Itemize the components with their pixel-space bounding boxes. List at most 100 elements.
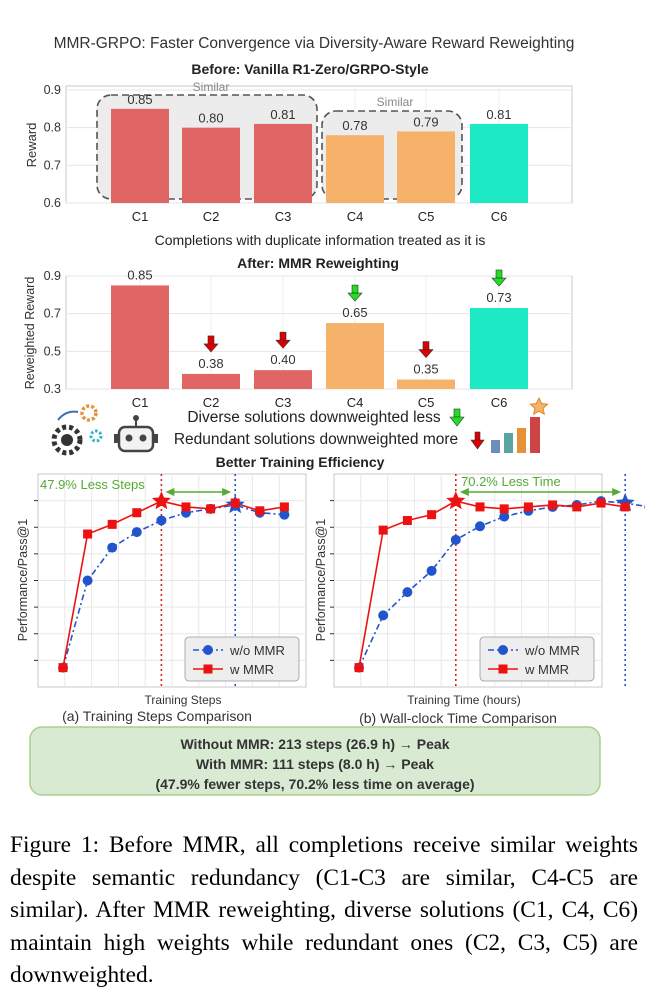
gears-icon [51, 404, 103, 456]
xtick-label: C6 [491, 209, 508, 224]
bar-value-c4: 0.65 [342, 305, 367, 320]
xtick-label: C2 [203, 395, 220, 410]
bar-value-c1: 0.85 [127, 92, 152, 107]
chart-steps-title: (a) Training Steps Comparison [62, 708, 252, 724]
red-down-arrow-icon [470, 431, 485, 450]
xtick-label: C1 [132, 209, 149, 224]
bar-c3 [254, 370, 312, 389]
ytick-label: 0.5 [44, 344, 61, 358]
point-w-mmr [596, 498, 606, 508]
point-w-mmr [378, 525, 388, 535]
down-arrow-icon [203, 343, 219, 353]
point-w-mmr [181, 502, 191, 512]
point-wo-mmr [131, 527, 142, 538]
chart-steps-legend: w/o MMR w MMR [184, 636, 300, 682]
annotation-arrowhead [222, 488, 232, 496]
bar-c6 [470, 123, 528, 203]
series-line-wo-mmr [62, 504, 285, 668]
down-arrow-icon [347, 292, 363, 302]
point-wo-mmr [402, 587, 413, 598]
chart-time-title: (b) Wall-clock Time Comparison [359, 710, 557, 726]
bar-value-c3: 0.40 [270, 352, 295, 367]
bar-value-c3: 0.81 [270, 107, 295, 122]
bar-c4 [326, 135, 384, 203]
xtick-label: C3 [275, 209, 292, 224]
ytick-label: 0.7 [44, 307, 61, 321]
legend-wo-marker [203, 645, 213, 655]
xtick-label: C2 [203, 209, 220, 224]
xtick-label: C5 [418, 395, 435, 410]
chart-steps-marks [58, 474, 290, 687]
bar-c2 [182, 373, 240, 389]
bar-chart-star-icon [491, 396, 549, 453]
chart-after-title: After: MMR Reweighting [237, 255, 399, 271]
peak-star-w-mmr [151, 491, 171, 510]
group-label-similar-1: Similar [193, 80, 230, 94]
efficiency-title: Better Training Efficiency [216, 454, 385, 470]
point-w-mmr [475, 502, 485, 512]
point-w-mmr [255, 506, 265, 516]
point-w-mmr [427, 510, 437, 520]
bar-value-c6: 0.73 [486, 290, 511, 305]
chart-before-ylabel: Reward [24, 123, 39, 168]
legend-wo-label: w/o MMR [524, 643, 580, 658]
chart-before-bars: 0.85 0.80 0.81 0.78 0.79 0.81 [111, 92, 528, 203]
peak-star-w-mmr [446, 491, 466, 510]
ytick-label: 0.7 [44, 158, 61, 172]
point-w-mmr [132, 508, 142, 518]
figure-caption: Figure 1: Before MMR, all completions re… [10, 832, 638, 989]
point-wo-mmr [450, 534, 461, 545]
legend-wo-marker [498, 645, 508, 655]
point-w-mmr [58, 663, 68, 673]
point-w-mmr [354, 663, 364, 673]
ytick-label: 0.8 [44, 121, 61, 135]
peak-star-wo-mmr [615, 493, 635, 512]
chart-after-yticks: 0.3 0.5 0.7 0.9 [44, 269, 61, 396]
down-arrow-icon [351, 284, 359, 294]
point-w-mmr [548, 500, 558, 510]
group-label-similar-2: Similar [377, 95, 414, 109]
robot-icon [114, 415, 158, 453]
xtick-label: C4 [347, 395, 364, 410]
bar-c2 [182, 127, 240, 203]
chart-steps-xlabel: Training Steps [145, 693, 222, 707]
ytick-label: 0.9 [44, 83, 61, 97]
bar-value-c2: 0.38 [198, 356, 223, 371]
down-arrow-icon [491, 277, 507, 287]
point-wo-mmr [499, 511, 510, 522]
chart-after-bars: 0.85 0.38 0.40 0.65 0.35 0.73 [111, 267, 528, 389]
down-arrow-icon [422, 341, 430, 350]
point-wo-mmr [426, 565, 437, 576]
summary-line-2: With MMR: 111 steps (8.0 h) → Peak [196, 756, 434, 772]
legend-w-label: w MMR [524, 662, 569, 677]
down-arrow-icon [495, 269, 503, 279]
down-arrow-icon [418, 349, 434, 359]
xtick-label: C5 [418, 209, 435, 224]
chart-time-marks [354, 474, 645, 687]
chart-before-yticks: 0.6 0.7 0.8 0.9 [44, 83, 61, 210]
ytick-label: 0.3 [44, 382, 61, 396]
down-arrow-icon [279, 331, 287, 341]
point-wo-mmr [82, 575, 93, 586]
bar-c5 [397, 379, 455, 389]
xtick-label: C6 [491, 395, 508, 410]
chart-time-grid [330, 474, 602, 687]
bar-value-c4: 0.78 [342, 118, 367, 133]
series-line-w-mmr [62, 500, 285, 668]
xtick-label: C1 [132, 395, 149, 410]
summary-line-3: (47.9% fewer steps, 70.2% less time on a… [155, 776, 474, 792]
bar-value-c6: 0.81 [486, 107, 511, 122]
chart-before-title: Before: Vanilla R1-Zero/GRPO-Style [191, 61, 428, 77]
chart-time: 70.2% Less Time Performance/Pass@1 Train… [314, 473, 645, 726]
down-arrow-icon [275, 339, 291, 349]
bar-c4 [326, 323, 384, 389]
bar-value-c1: 0.85 [127, 267, 152, 282]
point-w-mmr [402, 515, 412, 525]
legend-w-marker [203, 664, 213, 674]
legend-w-marker [498, 664, 508, 674]
down-arrow-icon [207, 335, 215, 345]
point-w-mmr [230, 498, 240, 508]
bar-c1 [111, 108, 169, 203]
point-wo-mmr [378, 610, 389, 621]
xtick-label: C4 [347, 209, 364, 224]
